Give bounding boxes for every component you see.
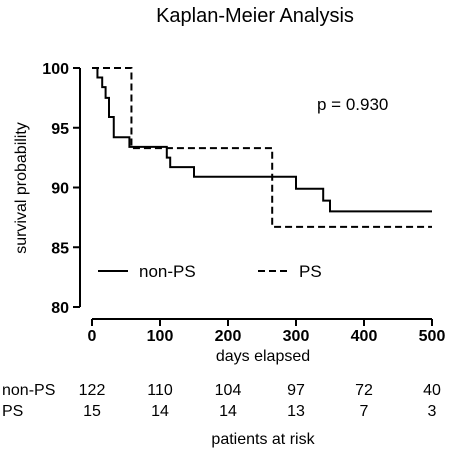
x-axis-label: days elapsed [216, 348, 310, 365]
axes: 80 85 90 95 100 0 100 200 300 400 500 [42, 61, 445, 345]
series-line-non-ps [92, 67, 432, 213]
x-tick-label: 400 [351, 328, 378, 345]
risk-table: non-PS 122 110 104 97 72 40 PS 15 14 14 13 7 3 [2, 382, 441, 420]
risk-row-label: non-PS [2, 382, 55, 399]
risk-table-title: patients at risk [211, 431, 315, 448]
risk-value: 13 [287, 403, 305, 420]
risk-value: 7 [360, 403, 369, 420]
x-tick-label: 500 [419, 328, 446, 345]
x-tick-label: 0 [88, 328, 97, 345]
x-tick-label: 300 [283, 328, 310, 345]
risk-value: 97 [287, 382, 305, 399]
y-tick-label: 90 [51, 181, 69, 198]
risk-value: 14 [151, 403, 169, 420]
x-tick-label: 100 [147, 328, 174, 345]
y-tick-label: 100 [42, 61, 69, 78]
chart-title: Kaplan-Meier Analysis [156, 5, 354, 27]
y-axis-label: survival probability [13, 122, 30, 254]
p-value-annotation: p = 0.930 [317, 95, 388, 114]
risk-value: 122 [79, 382, 106, 399]
legend-label: PS [299, 262, 322, 281]
x-tick-label: 200 [215, 328, 242, 345]
risk-value: 3 [428, 403, 437, 420]
risk-value: 110 [147, 382, 173, 399]
risk-row-label: PS [2, 403, 23, 420]
risk-value: 14 [219, 403, 237, 420]
series-layer [92, 67, 432, 228]
series-line-ps [92, 67, 432, 228]
risk-value: 15 [83, 403, 101, 420]
y-tick-label: 85 [51, 240, 69, 257]
risk-value: 72 [355, 382, 373, 399]
risk-value: 40 [423, 382, 441, 399]
risk-value: 104 [215, 382, 242, 399]
legend-label: non-PS [139, 262, 196, 281]
legend: non-PS PS [98, 262, 322, 281]
y-tick-label: 95 [51, 121, 69, 138]
y-tick-label: 80 [51, 300, 69, 317]
